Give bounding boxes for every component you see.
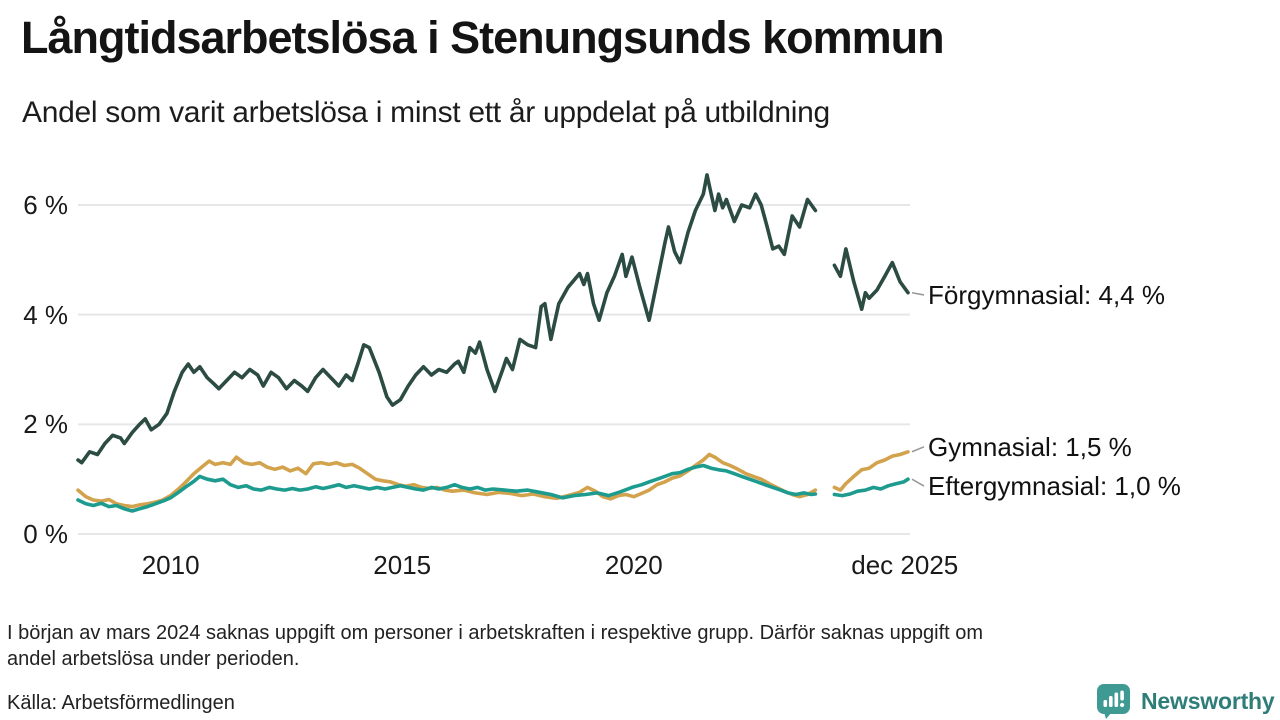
y-tick-label: 0 % <box>23 519 68 549</box>
series-line-förgymnasial <box>76 173 818 465</box>
newsworthy-icon <box>1097 684 1130 719</box>
series-label-forgymnasial: Förgymnasial: 4,4 % <box>928 279 1165 310</box>
series-label-gymnasial: Gymnasial: 1,5 % <box>928 431 1132 462</box>
series-label-eftergymnasial: Eftergymnasial: 1,0 % <box>928 471 1181 502</box>
footnote-line-1: I början av mars 2024 saknas uppgift om … <box>7 622 984 644</box>
series-line-eftergymnasial <box>76 463 818 513</box>
y-tick-label: 4 % <box>23 299 68 330</box>
series-line-förgymnasial <box>832 247 910 311</box>
y-tick-label: 6 % <box>23 190 68 221</box>
label-connector <box>911 478 925 487</box>
x-tick-label: 2010 <box>141 550 200 580</box>
series-line-eftergymnasial <box>832 477 910 498</box>
page-subtitle: Andel som varit arbetslösa i minst ett å… <box>22 96 830 129</box>
x-tick-label: 2020 <box>604 550 663 580</box>
label-connector <box>911 291 925 296</box>
footnote-line-2: andel arbetslösa under perioden. <box>7 648 300 670</box>
y-tick-label: 2 % <box>23 409 68 440</box>
series-line-gymnasial <box>76 452 818 509</box>
series-line-gymnasial <box>832 450 910 492</box>
newsworthy-logo: Newsworthy <box>1096 683 1275 720</box>
x-tick-label: dec 2025 <box>851 550 959 580</box>
x-tick-label: 2015 <box>373 550 432 580</box>
source-note: Källa: Arbetsförmedlingen <box>7 692 235 714</box>
page-title: Långtidsarbetslösa i Stenungsunds kommun <box>21 12 945 63</box>
newsworthy-wordmark: Newsworthy <box>1141 688 1275 714</box>
label-connector <box>911 446 925 453</box>
